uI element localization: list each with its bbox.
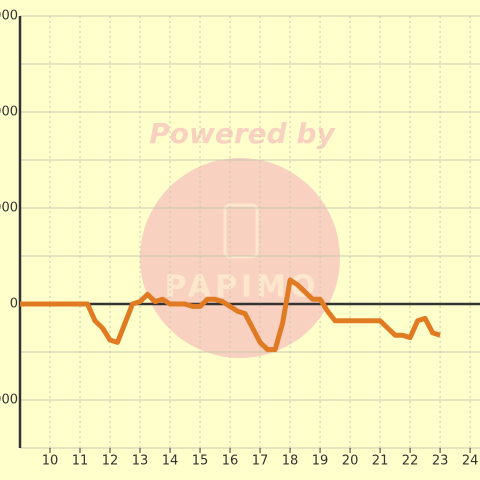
x-tick-label: 16 (222, 454, 239, 469)
y-tick-label: 0 (10, 297, 18, 312)
x-tick-label: 12 (102, 454, 119, 469)
y-tick-label: -2,000 (0, 393, 18, 408)
x-tick-label: 15 (192, 454, 209, 469)
y-tick-label: 2,000 (0, 201, 18, 216)
x-tick-label: 24 (462, 454, 479, 469)
y-tick-label: 4,000 (0, 105, 18, 120)
x-tick-label: 22 (402, 454, 419, 469)
y-tick-label: 6,000 (0, 9, 18, 24)
x-tick-label: 14 (162, 454, 179, 469)
x-tick-label: 18 (282, 454, 299, 469)
x-tick-label: 17 (252, 454, 269, 469)
watermark-icon (223, 203, 259, 259)
line-series (20, 277, 441, 353)
x-tick-label: 21 (372, 454, 389, 469)
x-tick-label: 11 (72, 454, 89, 469)
x-tick-label: 20 (342, 454, 359, 469)
x-tick-label: 13 (132, 454, 149, 469)
x-tick-label: 19 (312, 454, 329, 469)
grid: -2,000 0 2,000 4,000 6,000 10 11 12 13 14 15 16 17 18… (0, 9, 480, 469)
watermark-text: Powered by (149, 117, 336, 150)
x-tick-label: 23 (432, 454, 449, 469)
watermark-logo: PAPIMO (165, 270, 320, 305)
plot (20, 277, 441, 353)
x-tick-label: 10 (42, 454, 59, 469)
